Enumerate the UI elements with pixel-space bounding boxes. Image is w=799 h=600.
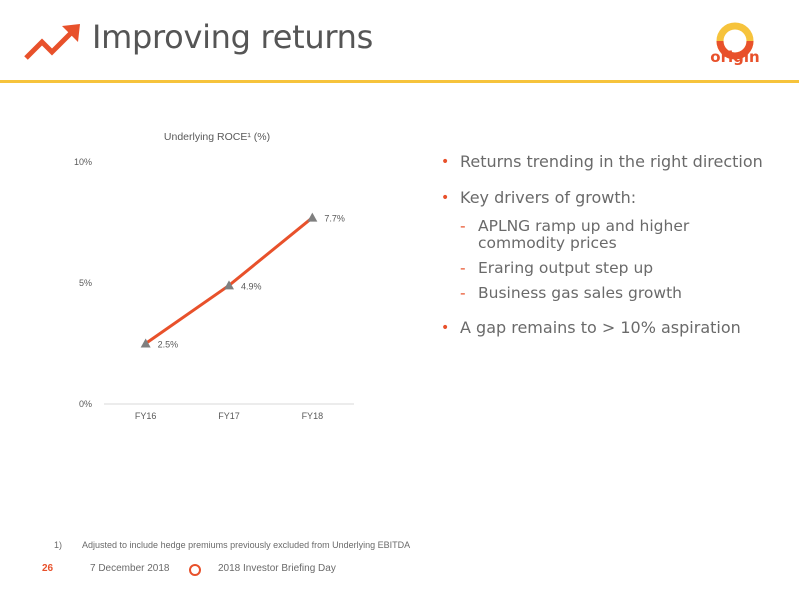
footnote-text: Adjusted to include hedge premiums previ…	[82, 540, 411, 550]
sub-bullet-item: - Business gas sales growth	[438, 285, 778, 302]
trend-arrow-icon	[24, 24, 80, 60]
footnote: 1) Adjusted to include hedge premiums pr…	[54, 540, 410, 550]
bullet-list: • Returns trending in the right directio…	[438, 152, 778, 354]
bullet-dot-icon: •	[441, 320, 450, 336]
dash-icon: -	[460, 217, 466, 235]
data-label: 2.5%	[158, 340, 179, 350]
bullet-text: Returns trending in the right direction	[460, 152, 763, 171]
page-title: Improving returns	[92, 18, 373, 56]
dash-icon: -	[460, 259, 466, 277]
origin-logo-icon	[716, 22, 754, 60]
sub-bullet-text: Eraring output step up	[478, 259, 654, 277]
sub-bullet-item: - APLNG ramp up and higher commodity pri…	[438, 218, 778, 252]
sub-bullet-list: - APLNG ramp up and higher commodity pri…	[438, 218, 778, 302]
y-tick-label: 0%	[79, 399, 92, 409]
data-label: 4.9%	[241, 281, 262, 291]
sub-bullet-item: - Eraring output step up	[438, 260, 778, 277]
bullet-item: • Key drivers of growth:	[438, 188, 778, 208]
header-rule	[0, 80, 799, 83]
bullet-text: A gap remains to > 10% aspiration	[460, 318, 741, 337]
data-point-marker	[224, 280, 234, 290]
bullet-dot-icon: •	[441, 154, 450, 170]
bullet-item: • Returns trending in the right directio…	[438, 152, 778, 172]
data-point-marker	[140, 338, 151, 348]
dash-icon: -	[460, 284, 466, 302]
bullet-dot-icon: •	[441, 190, 450, 206]
bullet-item: • A gap remains to > 10% aspiration	[438, 318, 778, 338]
chart-title: Underlying ROCE¹ (%)	[164, 131, 270, 143]
x-tick-label: FY17	[218, 411, 240, 421]
origin-ring-icon	[189, 564, 201, 576]
roce-line-chart: Underlying ROCE¹ (%) 0% 5% 10% FY16 FY17 FY18…	[74, 131, 354, 421]
x-tick-label: FY16	[135, 411, 157, 421]
sub-bullet-text: Business gas sales growth	[478, 284, 682, 302]
roce-chart: Underlying ROCE¹ (%) 0% 5% 10% FY16 FY17 FY18…	[40, 120, 380, 440]
footer-date: 7 December 2018	[90, 563, 170, 574]
page-number: 26	[42, 563, 54, 574]
x-tick-label: FY18	[302, 411, 324, 421]
data-label: 7.7%	[324, 214, 345, 224]
footer-event: 2018 Investor Briefing Day	[218, 563, 336, 574]
sub-bullet-text: APLNG ramp up and higher commodity price…	[478, 217, 690, 252]
footnote-number: 1)	[54, 540, 63, 550]
y-tick-label: 10%	[74, 157, 92, 167]
y-tick-label: 5%	[79, 278, 92, 288]
origin-logo-text: origin	[710, 48, 760, 66]
bullet-text: Key drivers of growth:	[460, 188, 637, 207]
data-point-marker	[307, 212, 318, 222]
